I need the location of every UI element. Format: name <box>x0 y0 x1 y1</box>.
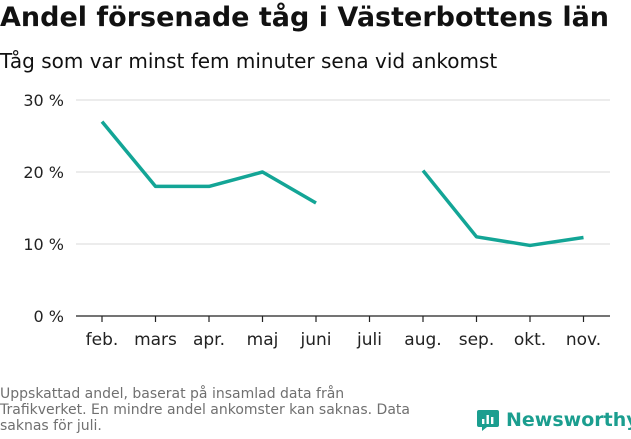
x-tick-label: aug. <box>404 330 441 350</box>
x-tick-label: apr. <box>193 330 225 350</box>
x-tick-label: juli <box>356 330 382 350</box>
x-tick-label: juni <box>300 330 332 350</box>
brand-logo: Newsworthy <box>476 408 631 432</box>
brand-name: Newsworthy <box>506 409 631 431</box>
x-tick-label: okt. <box>514 330 546 350</box>
chart-subtitle: Tåg som var minst fem minuter sena vid a… <box>0 49 498 73</box>
x-tick-label: nov. <box>566 330 601 350</box>
x-tick-label: mars <box>134 330 177 350</box>
chart-title: Andel försenade tåg i Västerbottens län <box>0 2 610 33</box>
y-tick-label: 20 % <box>23 163 64 182</box>
footer-note: Uppskattad andel, baserat på insamlad da… <box>0 386 410 434</box>
line-chart: 0 % 10 % 20 % 30 % feb. mars apr. maj juni juli au… <box>23 91 610 350</box>
y-tick-label: 10 % <box>23 235 64 254</box>
y-tick-label: 0 % <box>34 307 64 326</box>
series-line <box>421 169 584 248</box>
newsworthy-logo-icon <box>477 410 499 431</box>
x-tick-label: sep. <box>459 330 495 350</box>
x-tick-label: maj <box>247 330 279 350</box>
series-line <box>100 120 317 205</box>
x-tick-label: feb. <box>86 330 119 350</box>
y-tick-label: 30 % <box>23 91 64 110</box>
